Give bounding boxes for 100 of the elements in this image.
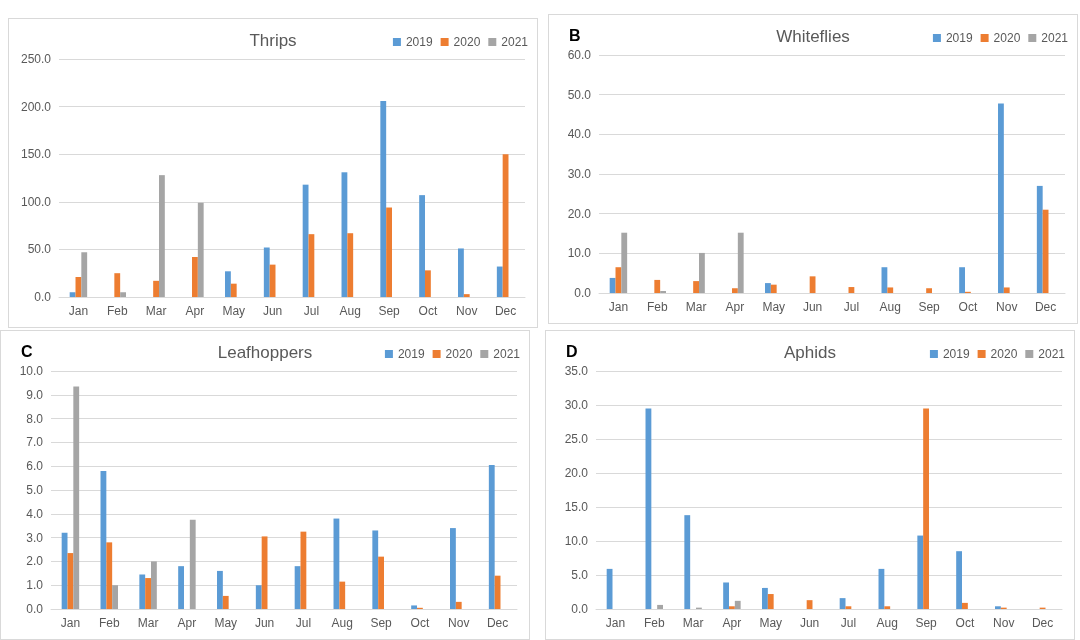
bar [139, 574, 146, 609]
x-tick-label: Jun [254, 616, 275, 630]
x-tick-label: Mar [137, 616, 159, 630]
x-tick-label: Apr [185, 304, 205, 318]
bar [962, 602, 968, 609]
bar [120, 292, 126, 297]
y-tick-label: 0.0 [34, 290, 52, 304]
y-tick-label: 200.0 [20, 99, 52, 114]
x-tick-label: Jan [605, 616, 626, 630]
legend-label: 2019 [397, 347, 425, 361]
bar [378, 556, 384, 609]
bar [425, 270, 431, 297]
bar [372, 530, 379, 609]
x-tick-label: Jan [68, 304, 89, 318]
bar [386, 207, 392, 297]
x-tick-label: May [222, 304, 246, 318]
bar [81, 252, 88, 297]
x-tick-label: Dec [1031, 616, 1054, 630]
y-tick-label: 50.0 [567, 87, 592, 102]
x-tick-label: Oct [410, 616, 430, 630]
bar [488, 465, 495, 609]
bar [734, 600, 741, 609]
bar [302, 184, 309, 297]
chart-title: Aphids [784, 343, 836, 362]
y-tick-label: 60.0 [567, 48, 592, 62]
x-tick-label: Nov [996, 300, 1018, 314]
y-tick-label: 8.0 [26, 411, 44, 426]
y-tick-label: 9.0 [26, 387, 44, 402]
legend-label: 2019 [405, 35, 433, 49]
bar [737, 232, 744, 293]
bar [450, 528, 456, 609]
bar [609, 277, 616, 293]
bar [192, 257, 198, 297]
bar [61, 532, 68, 609]
bar [419, 195, 425, 297]
x-tick-label: Mar [685, 300, 707, 314]
x-tick-label: Sep [915, 616, 938, 630]
x-tick-label: Oct [418, 304, 438, 318]
y-tick-label: 20.0 [564, 466, 589, 480]
x-tick-label: Aug [331, 616, 353, 630]
y-tick-label: 40.0 [567, 127, 592, 142]
y-tick-label: 100.0 [20, 194, 52, 209]
y-tick-label: 1.0 [26, 578, 44, 593]
y-tick-label: 150.0 [20, 147, 52, 162]
x-tick-label: Apr [725, 300, 745, 314]
bar [73, 386, 80, 609]
bar [455, 601, 462, 609]
x-tick-label: Aug [339, 304, 361, 318]
legend-label: 2020 [453, 35, 481, 49]
y-tick-label: 7.0 [26, 435, 44, 450]
y-tick-label: 10.0 [564, 534, 589, 548]
x-tick-label: Feb [646, 300, 668, 314]
bar [762, 587, 768, 609]
bar [995, 606, 1001, 609]
x-tick-label: Feb [106, 304, 128, 318]
y-tick-label: 15.0 [564, 500, 589, 514]
x-tick-label: May [214, 616, 238, 630]
bar [145, 578, 151, 609]
y-tick-label: 20.0 [567, 206, 592, 221]
y-tick-label: 35.0 [564, 364, 589, 378]
y-tick-label: 250.0 [20, 52, 52, 66]
chart-title: Whiteflies [776, 27, 850, 46]
bar [732, 288, 738, 293]
x-tick-label: Jul [843, 300, 860, 314]
bar [699, 252, 705, 293]
y-tick-label: 4.0 [26, 506, 44, 521]
bar [230, 283, 237, 297]
x-tick-label: Nov [993, 616, 1015, 630]
bar [956, 551, 962, 609]
bar [887, 287, 894, 293]
bar [69, 292, 76, 297]
bar [765, 283, 771, 293]
y-tick-label: 30.0 [564, 398, 589, 412]
x-tick-label: Jul [303, 304, 320, 318]
bar [380, 100, 387, 297]
y-tick-label: 0.0 [26, 602, 44, 616]
x-tick-label: Nov [448, 616, 470, 630]
bar [693, 281, 699, 293]
bar [463, 294, 470, 297]
bar [255, 585, 262, 609]
bar [153, 280, 159, 297]
bar [189, 519, 196, 609]
x-tick-label: Sep [918, 300, 941, 314]
bar [411, 605, 417, 609]
bar [917, 535, 924, 609]
x-tick-label: Feb [98, 616, 120, 630]
x-tick-label: Jan [608, 300, 629, 314]
legend-label: 2020 [993, 31, 1021, 45]
legend-label: 2019 [945, 31, 973, 45]
bar [159, 175, 165, 297]
legend-label: 2021 [1041, 31, 1069, 45]
x-tick-label: Aug [879, 300, 901, 314]
bar [621, 232, 628, 293]
bar [339, 581, 346, 609]
x-tick-label: Sep [378, 304, 401, 318]
bar [884, 606, 891, 609]
bar [654, 279, 661, 293]
bar [496, 266, 503, 297]
legend-label: 2021 [493, 347, 521, 361]
bar [684, 515, 691, 609]
